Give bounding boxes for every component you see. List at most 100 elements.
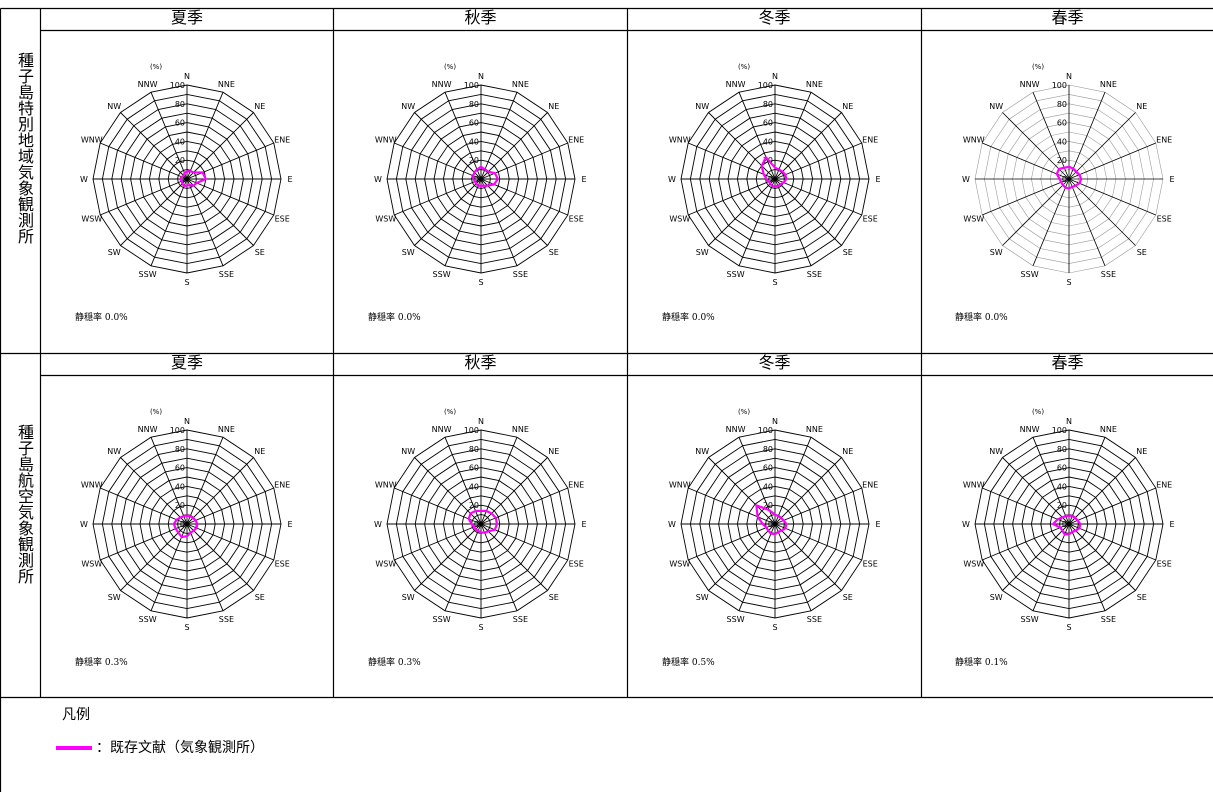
direction-label: W [962,520,970,529]
calm-rate: 静穏率 0.0% [662,313,715,323]
direction-label: E [581,520,586,529]
grid-spoke [1068,142,1156,180]
direction-label: E [1169,520,1174,529]
tick-label: 100 [758,81,773,90]
grid-spoke [1032,523,1070,611]
grid-spoke [480,178,548,246]
grid-spoke [1002,178,1070,246]
series-line [472,165,499,187]
direction-label: ESE [863,559,878,568]
direction-label: ESE [1157,214,1172,223]
grid-spoke [774,112,842,180]
tick-label: 0 [180,520,185,529]
direction-label: NE [1136,447,1147,456]
direction-label: NNE [1100,80,1117,89]
grid-spoke [1068,437,1106,525]
calm-rate: 静穏率 0.3% [368,658,421,668]
grid-spoke [1068,178,1106,266]
direction-label: NNW [432,80,452,89]
direction-label: NNW [726,425,746,434]
tick-label: 0 [1062,520,1067,529]
grid-spoke [982,142,1070,180]
direction-label: NW [695,102,709,111]
wind-rose: N NNE NE ENE E ESE SE SSE S SSW SW WSW W WNW NW NNW 0 20 4… [374,408,586,632]
direction-label: NNW [1020,80,1040,89]
row-label-station-2: 種子島航空気象観測所 [15,424,34,584]
grid-spoke [708,178,776,246]
tick-label: 80 [763,100,773,109]
grid-spoke [1032,178,1070,266]
season-title: 秋季 [464,353,497,372]
grid-spoke [688,523,776,561]
direction-label: SW [696,593,709,602]
grid-spoke [480,523,548,591]
unit-label: (%) [150,408,162,416]
grid-spoke [1068,92,1106,180]
tick-label: 80 [469,100,479,109]
direction-label: N [184,417,190,426]
tick-label: 20 [175,156,185,165]
direction-label: WNW [81,136,103,145]
calm-rate: 静穏率 0.3% [75,658,128,668]
direction-label: SSE [1101,615,1116,624]
wind-rose: N NNE NE ENE E ESE SE SSE S SSW SW WSW W WNW NW NNW 0 20 4… [374,63,586,287]
direction-label: SSE [513,615,528,624]
legend-swatch [56,746,92,750]
tick-label: 100 [464,81,479,90]
grid-spoke [186,92,224,180]
direction-label: NE [254,102,265,111]
direction-label: S [772,623,777,632]
direction-label: SSE [1101,270,1116,279]
direction-label: WNW [375,481,397,490]
grid-spoke [100,487,188,525]
grid-spoke [100,523,188,561]
direction-label: SE [843,593,853,602]
direction-label: ENE [1156,481,1172,490]
direction-label: SW [108,248,121,257]
direction-label: NW [107,447,121,456]
grid-spoke [100,142,188,180]
calm-rate: 静穏率 0.0% [75,313,128,323]
direction-label: WNW [669,136,691,145]
direction-label: ENE [1156,136,1172,145]
direction-label: W [80,520,88,529]
tick-label: 80 [763,445,773,454]
row-label-station-1: 種子島特別地域気象観測所 [15,52,34,244]
direction-label: N [772,417,778,426]
tick-label: 100 [1052,81,1067,90]
tick-label: 0 [180,175,185,184]
grid-spoke [1068,178,1156,216]
tick-label: 100 [170,81,185,90]
direction-label: ENE [568,136,584,145]
series-line [172,514,199,539]
direction-label: NE [1136,102,1147,111]
unit-label: (%) [1032,408,1044,416]
grid-spoke [688,142,776,180]
grid-spoke [414,523,482,591]
grid-spoke [708,523,776,591]
direction-label: SSE [219,270,234,279]
direction-label: SSE [807,270,822,279]
tick-label: 20 [175,501,185,510]
tick-label: 40 [175,482,185,491]
grid-spoke [444,437,482,525]
tick-label: 60 [763,119,773,128]
direction-label: NNE [218,80,235,89]
tick-label: 40 [469,137,479,146]
grid-spoke [444,178,482,266]
direction-label: NNW [726,80,746,89]
direction-label: NNE [512,80,529,89]
direction-label: W [962,175,970,184]
grid-spoke [186,523,224,611]
grid-spoke [982,487,1070,525]
series-line [755,504,788,536]
direction-label: ESE [863,214,878,223]
grid-spoke [1068,178,1136,246]
direction-label: SW [990,593,1003,602]
grid-spoke [120,523,188,591]
season-title: 春季 [1051,8,1084,27]
season-title: 秋季 [464,8,497,27]
unit-label: (%) [444,63,456,71]
direction-label: ESE [569,214,584,223]
